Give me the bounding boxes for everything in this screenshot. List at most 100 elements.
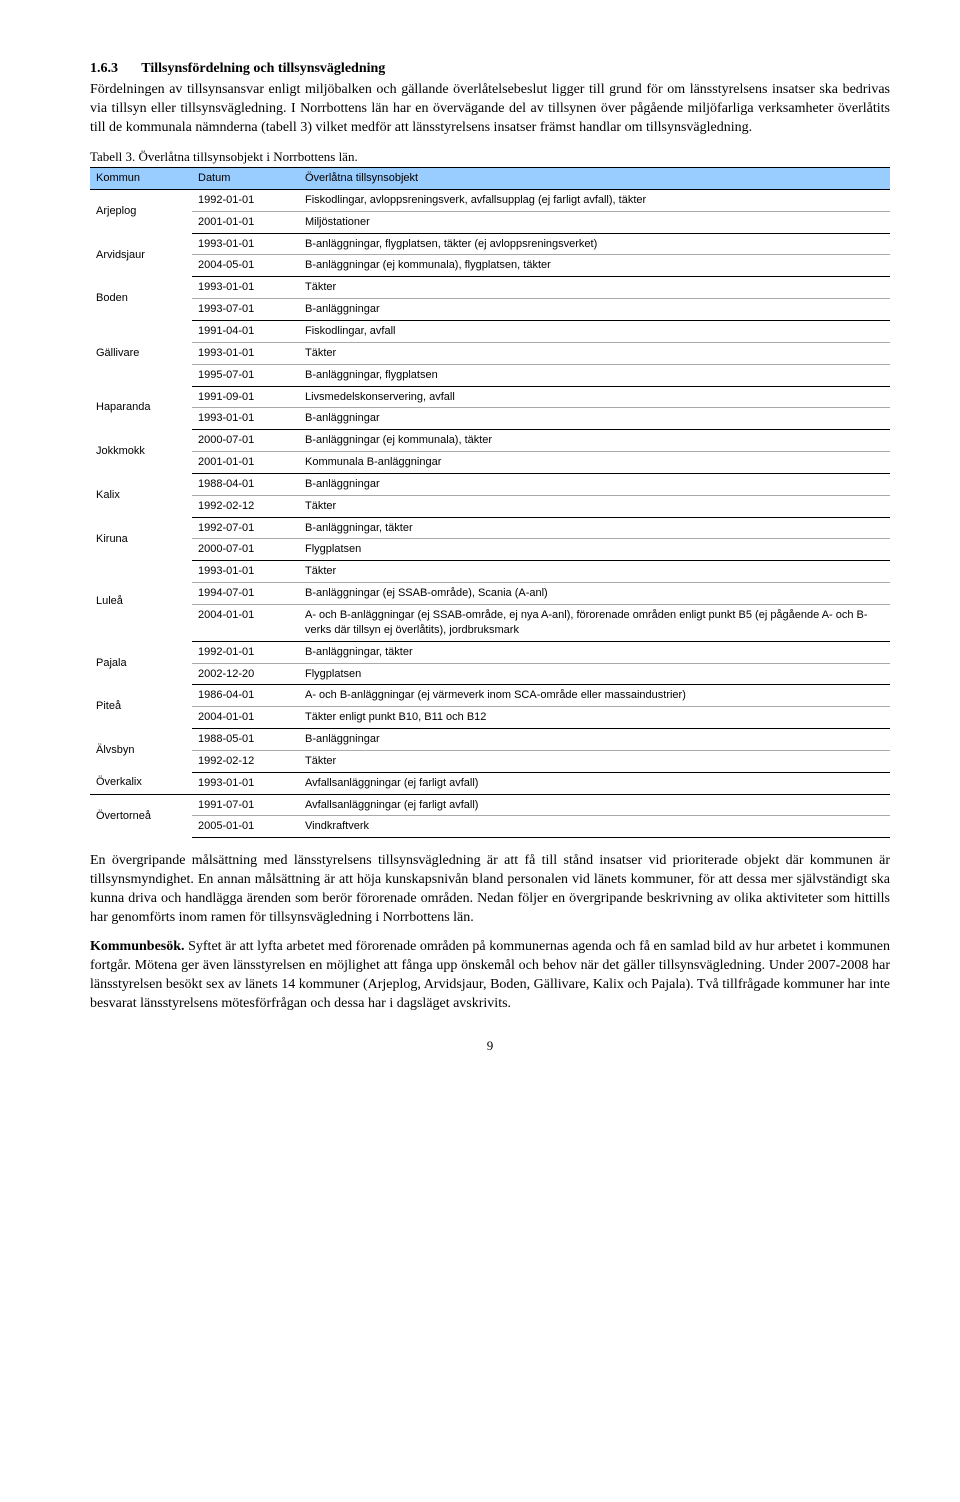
table-row: Boden1993-01-01Täkter [90,277,890,299]
cell-date: 1993-01-01 [192,408,299,430]
cell-date: 1991-09-01 [192,386,299,408]
cell-desc: Avfallsanläggningar (ej farligt avfall) [299,794,890,816]
table-row: Arvidsjaur1993-01-01B-anläggningar, flyg… [90,233,890,255]
cell-date: 1991-04-01 [192,321,299,343]
cell-date: 2001-01-01 [192,211,299,233]
paragraph-3: Kommunbesök. Syftet är att lyfta arbetet… [90,938,890,1014]
cell-date: 2000-07-01 [192,430,299,452]
cell-kommun: Överkalix [90,772,192,794]
table-row: 2001-01-01Kommunala B-anläggningar [90,452,890,474]
table-row: Kalix1988-04-01B-anläggningar [90,473,890,495]
cell-desc: B-anläggningar, flygplatsen, täkter (ej … [299,233,890,255]
cell-kommun: Arjeplog [90,189,192,233]
table-row: Luleå1993-01-01Täkter [90,561,890,583]
table-row: 2004-05-01B-anläggningar (ej kommunala),… [90,255,890,277]
cell-date: 1992-02-12 [192,750,299,772]
cell-kommun: Gällivare [90,321,192,387]
table-row: Piteå1986-04-01A- och B-anläggningar (ej… [90,685,890,707]
table-row: 1992-02-12Täkter [90,750,890,772]
cell-desc: Flygplatsen [299,663,890,685]
table-row: Pajala1992-01-01B-anläggningar, täkter [90,641,890,663]
cell-desc: Avfallsanläggningar (ej farligt avfall) [299,772,890,794]
table-row: 2005-01-01Vindkraftverk [90,816,890,838]
cell-desc: Täkter [299,495,890,517]
cell-date: 1992-07-01 [192,517,299,539]
cell-date: 1991-07-01 [192,794,299,816]
cell-date: 2004-05-01 [192,255,299,277]
cell-kommun: Boden [90,277,192,321]
cell-desc: Fiskodlingar, avloppsreningsverk, avfall… [299,189,890,211]
table-row: Överkalix1993-01-01Avfallsanläggningar (… [90,772,890,794]
cell-desc: B-anläggningar [299,408,890,430]
table-row: Jokkmokk2000-07-01B-anläggningar (ej kom… [90,430,890,452]
cell-date: 1993-01-01 [192,561,299,583]
cell-date: 1992-01-01 [192,189,299,211]
table-row: 1993-01-01Täkter [90,342,890,364]
section-heading: 1.6.3 Tillsynsfördelning och tillsynsväg… [90,60,890,79]
cell-kommun: Luleå [90,561,192,641]
cell-desc: A- och B-anläggningar (ej värmeverk inom… [299,685,890,707]
cell-desc: Täkter [299,750,890,772]
tillsyn-table: Kommun Datum Överlåtna tillsynsobjekt Ar… [90,167,890,838]
cell-desc: Fiskodlingar, avfall [299,321,890,343]
table-row: 2004-01-01A- och B-anläggningar (ej SSAB… [90,604,890,641]
table-row: 2004-01-01Täkter enligt punkt B10, B11 o… [90,707,890,729]
cell-desc: Täkter [299,561,890,583]
table-row: Kiruna1992-07-01B-anläggningar, täkter [90,517,890,539]
table-row: 1995-07-01B-anläggningar, flygplatsen [90,364,890,386]
cell-desc: B-anläggningar (ej kommunala), flygplats… [299,255,890,277]
table-row: Övertorneå1991-07-01Avfallsanläggningar … [90,794,890,816]
cell-kommun: Piteå [90,685,192,729]
cell-desc: A- och B-anläggningar (ej SSAB-område, e… [299,604,890,641]
cell-desc: Täkter [299,277,890,299]
cell-kommun: Pajala [90,641,192,685]
table-row: Haparanda1991-09-01Livsmedelskonserverin… [90,386,890,408]
cell-date: 1986-04-01 [192,685,299,707]
table-row: 2001-01-01Miljöstationer [90,211,890,233]
cell-date: 1993-01-01 [192,342,299,364]
section-title: Tillsynsfördelning och tillsynsväglednin… [141,61,385,76]
kommunbesok-label: Kommunbesök. [90,939,185,954]
table-row: 1993-01-01B-anläggningar [90,408,890,430]
cell-date: 2002-12-20 [192,663,299,685]
cell-desc: Kommunala B-anläggningar [299,452,890,474]
intro-paragraph: Fördelningen av tillsynsansvar enligt mi… [90,81,890,138]
cell-desc: Miljöstationer [299,211,890,233]
table-row: 2002-12-20Flygplatsen [90,663,890,685]
cell-kommun: Kalix [90,473,192,517]
page-number: 9 [90,1037,890,1055]
cell-desc: B-anläggningar [299,729,890,751]
cell-desc: B-anläggningar, täkter [299,641,890,663]
paragraph-2: En övergripande målsättning med länsstyr… [90,852,890,928]
col-objekt: Överlåtna tillsynsobjekt [299,168,890,190]
table-row: Älvsbyn1988-05-01B-anläggningar [90,729,890,751]
cell-date: 1988-05-01 [192,729,299,751]
table-row: 1994-07-01B-anläggningar (ej SSAB-område… [90,583,890,605]
cell-desc: B-anläggningar [299,473,890,495]
cell-desc: B-anläggningar [299,299,890,321]
cell-kommun: Jokkmokk [90,430,192,474]
cell-kommun: Arvidsjaur [90,233,192,277]
cell-kommun: Övertorneå [90,794,192,838]
table-row: 1992-02-12Täkter [90,495,890,517]
paragraph-3-text: Syftet är att lyfta arbetet med förorena… [90,939,890,1011]
cell-date: 2001-01-01 [192,452,299,474]
cell-date: 1993-01-01 [192,233,299,255]
table-row: Arjeplog1992-01-01Fiskodlingar, avloppsr… [90,189,890,211]
cell-desc: B-anläggningar (ej SSAB-område), Scania … [299,583,890,605]
cell-desc: Vindkraftverk [299,816,890,838]
cell-desc: B-anläggningar, flygplatsen [299,364,890,386]
cell-kommun: Kiruna [90,517,192,561]
cell-desc: Livsmedelskonservering, avfall [299,386,890,408]
cell-date: 1995-07-01 [192,364,299,386]
section-number: 1.6.3 [90,60,138,79]
table-caption: Tabell 3. Överlåtna tillsynsobjekt i Nor… [90,148,890,166]
cell-desc: Täkter [299,342,890,364]
cell-date: 2005-01-01 [192,816,299,838]
col-datum: Datum [192,168,299,190]
cell-kommun: Haparanda [90,386,192,430]
cell-desc: Flygplatsen [299,539,890,561]
table-row: Gällivare1991-04-01Fiskodlingar, avfall [90,321,890,343]
table-header-row: Kommun Datum Överlåtna tillsynsobjekt [90,168,890,190]
cell-date: 1992-02-12 [192,495,299,517]
